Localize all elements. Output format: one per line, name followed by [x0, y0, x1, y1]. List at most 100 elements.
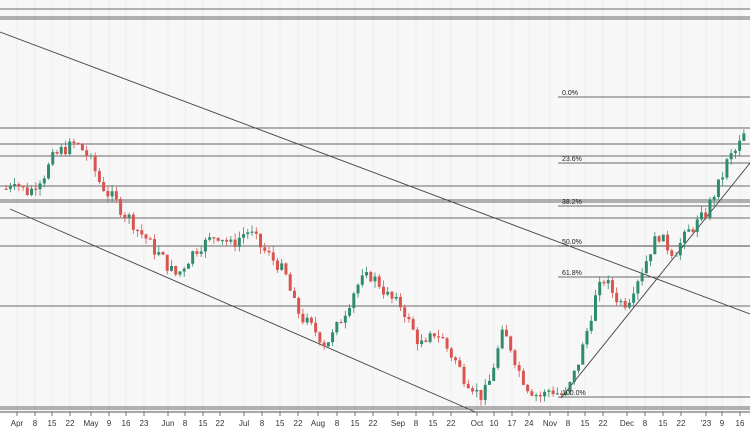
fib-label-3: 50.0%	[562, 239, 582, 246]
candle-body-169	[721, 177, 725, 180]
candle-body-164	[699, 212, 703, 220]
candle-body-70	[301, 313, 305, 323]
candle-body-88	[377, 276, 381, 287]
candle-body-103	[441, 337, 445, 339]
candle-body-129	[551, 390, 555, 394]
candle-body-167	[712, 196, 716, 200]
candle-body-92	[394, 296, 398, 299]
x-axis-ticks: Apr 8 15 22 May 9 16 23 Jun 8 15 22 Jul 8 15 22 Aug 8 15 22…	[11, 412, 745, 428]
candle-body-108	[462, 366, 466, 384]
x-tick-label-22: 15	[429, 419, 438, 428]
candle-body-15	[68, 141, 72, 155]
candle-body-97	[415, 329, 419, 345]
candle-body-57	[246, 232, 250, 235]
candle-body-109	[466, 383, 470, 389]
x-tick-label-7: 23	[140, 419, 149, 428]
x-tick-label-16: Aug	[311, 419, 325, 428]
x-tick-label-1: 8	[33, 419, 38, 428]
candle-body-101	[432, 333, 436, 337]
x-tick-label-21: 8	[414, 419, 419, 428]
candle-body-19	[85, 150, 89, 157]
candle-body-84	[360, 275, 364, 285]
candle-body-118	[504, 329, 508, 337]
candle-body-72	[309, 317, 313, 323]
x-tick-label-17: 8	[335, 419, 340, 428]
candle-body-115	[492, 367, 496, 381]
candle-body-26	[114, 191, 118, 200]
candle-body-159	[678, 242, 682, 256]
candle-body-14	[63, 146, 67, 155]
candle-body-11	[51, 152, 55, 165]
candle-body-53	[229, 239, 233, 242]
candle-body-151	[644, 261, 648, 274]
candle-body-54	[233, 239, 237, 247]
x-tick-label-9: 8	[183, 419, 188, 428]
candle-body-1	[8, 185, 12, 189]
candle-body-156	[666, 234, 670, 251]
candle-body-91	[390, 291, 394, 299]
candle-body-137	[585, 330, 589, 345]
candle-body-112	[479, 389, 483, 400]
candle-body-136	[581, 344, 585, 365]
candle-body-20	[89, 155, 93, 157]
candle-body-9	[42, 178, 46, 184]
x-tick-label-36: '23	[701, 419, 712, 428]
candle-body-45	[195, 251, 199, 254]
candle-body-106	[454, 357, 458, 361]
candle-body-59	[254, 231, 258, 234]
candle-body-41	[178, 271, 182, 275]
candle-body-28	[123, 214, 127, 218]
candle-body-60	[259, 233, 263, 248]
candle-body-85	[365, 272, 369, 276]
candle-body-25	[110, 191, 114, 197]
candle-body-135	[577, 364, 581, 371]
candle-body-98	[420, 340, 424, 345]
candle-body-93	[398, 296, 402, 308]
candle-body-65	[280, 263, 284, 270]
x-tick-label-2: 15	[48, 419, 57, 428]
candle-body-79	[339, 322, 343, 324]
candle-body-67	[288, 274, 292, 291]
candle-body-44	[191, 251, 195, 264]
candle-body-47	[203, 239, 207, 252]
candles	[4, 129, 746, 406]
trendlines	[0, 31, 750, 415]
candle-body-113	[483, 384, 487, 400]
candle-body-23	[102, 181, 106, 192]
candle-body-27	[119, 199, 123, 215]
x-tick-label-25: 10	[490, 419, 499, 428]
candle-body-42	[182, 268, 186, 272]
candle-body-48	[208, 237, 212, 240]
candle-body-74	[318, 332, 322, 343]
candle-body-61	[263, 247, 267, 251]
candle-body-68	[292, 290, 296, 298]
candle-body-120	[513, 350, 517, 366]
fib-label-0: 0.0%	[562, 90, 578, 97]
candle-body-29	[127, 214, 131, 218]
candle-body-94	[403, 307, 407, 317]
candle-body-83	[356, 284, 360, 294]
candle-body-153	[653, 236, 657, 255]
candle-body-139	[593, 295, 597, 321]
candle-body-31	[136, 229, 140, 232]
fib-label-2: 38.2%	[562, 199, 582, 206]
candle-body-34	[148, 238, 152, 240]
candle-body-78	[335, 322, 339, 333]
candle-body-62	[267, 250, 271, 253]
candle-body-154	[657, 236, 661, 242]
x-tick-label-14: 15	[276, 419, 285, 428]
candle-body-5	[25, 187, 29, 196]
candle-body-21	[93, 155, 97, 172]
candle-body-152	[649, 254, 653, 262]
candle-body-105	[449, 348, 453, 358]
candle-body-7	[34, 188, 38, 190]
fibonacci-labels: 0.0% 23.6% 38.2% 50.0% 61.8% 100.0%	[562, 90, 586, 397]
candle-body-99	[424, 340, 428, 342]
candle-body-49	[212, 237, 216, 239]
candle-body-102	[437, 336, 441, 338]
channel-upper-line	[0, 31, 750, 315]
x-tick-label-15: 22	[294, 419, 303, 428]
candle-body-171	[729, 153, 733, 160]
candle-body-89	[381, 286, 385, 295]
x-tick-label-37: 9	[720, 419, 725, 428]
